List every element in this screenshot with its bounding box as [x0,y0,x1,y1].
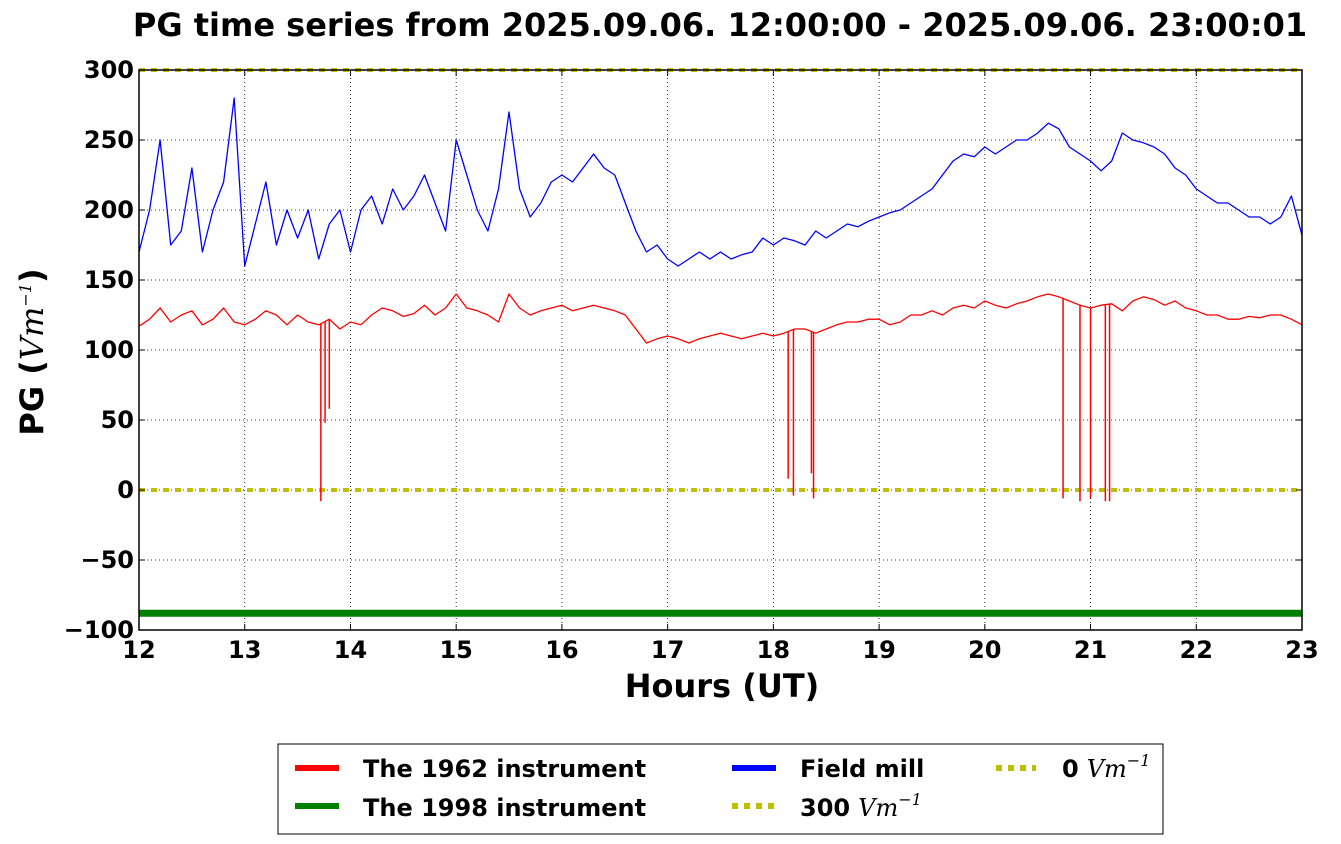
y-tick-label: −100 [64,616,134,644]
x-tick-label: 12 [122,636,155,664]
legend-label-300-value: 300 [800,794,850,822]
legend-label-0-value: 0 [1062,755,1079,783]
chart-title: PG time series from 2025.09.06. 12:00:00… [133,6,1307,44]
y-axis-label: PG (Vm−1) [13,268,51,435]
x-tick-label: 17 [651,636,684,664]
y-tick-label: 150 [84,266,134,294]
y-tick-label: 0 [117,476,134,504]
y-tick-label: 250 [84,126,134,154]
grid-lines [139,70,1302,630]
x-axis-label: Hours (UT) [625,667,820,705]
x-tick-label: 14 [334,636,367,664]
x-tick-label: 23 [1285,636,1318,664]
legend-label-1962: The 1962 instrument [363,755,646,783]
series-line-2 [138,97,1303,267]
plot-series [138,68,1303,617]
legend-label-300: 300 Vm−1 [800,790,922,822]
y-tick-label: 300 [84,56,134,84]
legend-label-0: 0 Vm−1 [1062,751,1150,783]
legend-label-300-unit-exp: −1 [898,790,922,809]
axis-ticks: 12 13 14 15 16 17 18 19 20 21 22 23 −100 −50 0 50 100 150… [64,56,1319,664]
legend-label-0-unit: Vm [1087,755,1127,783]
y-tick-label: 200 [84,196,134,224]
x-tick-label: 13 [228,636,261,664]
x-tick-label: 21 [1074,636,1107,664]
y-tick-label: 50 [101,406,134,434]
x-tick-label: 19 [862,636,895,664]
x-tick-label: 22 [1180,636,1213,664]
x-tick-label: 20 [968,636,1001,664]
y-axis-unit: Vm [13,307,51,360]
y-axis-label-close: ) [13,268,51,283]
legend: The 1962 instrument The 1998 instrument … [277,743,1164,835]
legend-label-0-unit-exp: −1 [1127,751,1151,770]
legend-label-300-unit: Vm [858,794,898,822]
legend-label-field-mill: Field mill [800,755,924,783]
legend-label-1998: The 1998 instrument [363,794,646,822]
x-tick-label: 16 [545,636,578,664]
x-tick-label: 18 [757,636,790,664]
legend-box [277,743,1164,835]
y-axis-unit-exponent: −1 [16,283,35,307]
x-tick-label: 15 [439,636,472,664]
series-line-0 [138,293,1303,344]
y-axis-label-text: PG ( [13,360,51,435]
y-tick-label: −50 [80,546,134,574]
y-tick-label: 100 [84,336,134,364]
